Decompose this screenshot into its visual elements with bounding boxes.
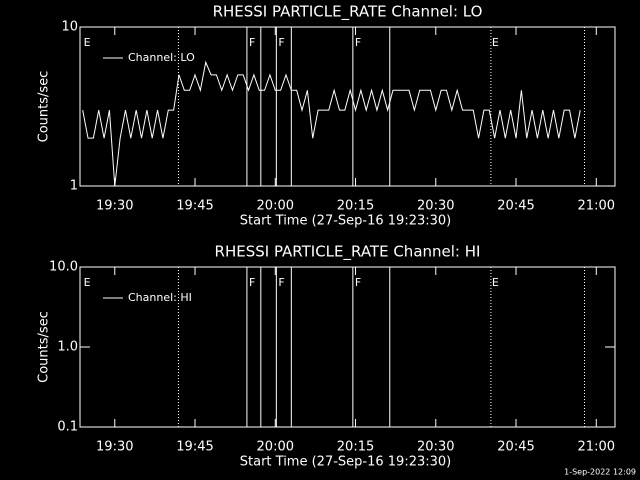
x-tick-label: 20:15 [337,199,374,214]
x-tick-label: 20:15 [337,440,374,455]
timestamp: 1-Sep-2022 12:09 [564,468,636,477]
y-tick-label: 0.1 [57,420,78,435]
x-tick-label: 19:45 [176,199,213,214]
x-axis-label: Start Time (27-Sep-16 19:23:30) [240,214,451,229]
flag-label: E [84,276,91,289]
y-axis-label: Counts/sec [37,71,52,143]
x-tick-label: 21:00 [578,199,615,214]
data-line [82,60,581,187]
flag-label: E [492,276,499,289]
flag-label: E [84,36,91,49]
flag-label: F [355,36,361,49]
x-tick-label: 20:45 [497,199,534,214]
flag-label: E [492,36,499,49]
y-tick-label: 10 [61,20,78,35]
y-axis-label: Counts/sec [37,311,52,383]
x-tick-label: 19:45 [176,440,213,455]
flag-label: F [278,276,284,289]
x-axis-label: Start Time (27-Sep-16 19:23:30) [240,455,451,470]
legend-label: Channel: LO [128,51,195,64]
x-tick-label: 20:00 [257,199,294,214]
y-tick-label: 1 [70,179,78,194]
legend-label: Channel: HI [128,291,192,304]
chart-title: RHESSI PARTICLE_RATE Channel: HI [215,243,481,262]
y-tick-label: 10.0 [49,260,78,275]
x-tick-label: 20:30 [417,440,454,455]
x-tick-label: 21:00 [578,440,615,455]
x-tick-label: 20:30 [417,199,454,214]
x-tick-label: 20:00 [257,440,294,455]
x-tick-label: 20:45 [497,440,534,455]
x-tick-label: 19:30 [96,440,133,455]
flag-label: F [249,276,255,289]
flag-label: F [355,276,361,289]
chart-title: RHESSI PARTICLE_RATE Channel: LO [213,3,483,22]
x-tick-label: 19:30 [96,199,133,214]
y-tick-label: 1.0 [57,340,78,355]
plot-frame [79,26,616,187]
flag-label: F [249,36,255,49]
flag-label: F [278,36,284,49]
